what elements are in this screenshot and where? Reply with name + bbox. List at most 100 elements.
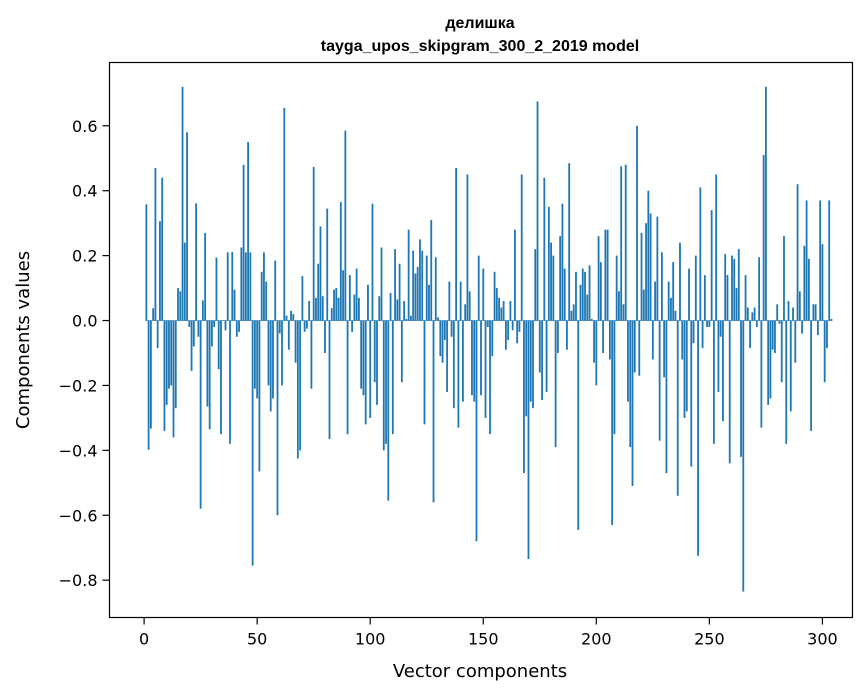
bar <box>828 200 831 321</box>
bar <box>423 320 426 425</box>
bar <box>493 271 496 321</box>
bar <box>303 320 306 332</box>
bar <box>613 320 616 435</box>
bar <box>737 249 740 321</box>
bar <box>450 320 453 337</box>
plot-frame <box>108 61 854 619</box>
bar <box>324 320 326 353</box>
bar <box>168 320 170 389</box>
bar <box>679 242 681 321</box>
bar <box>690 320 693 467</box>
bar <box>645 223 647 321</box>
bar <box>378 296 381 321</box>
bar <box>552 255 555 321</box>
bar <box>527 320 530 560</box>
bar <box>765 86 767 321</box>
bar <box>599 262 602 321</box>
bar <box>724 253 727 321</box>
bar <box>165 320 168 405</box>
bar <box>204 232 207 321</box>
bar <box>746 307 749 321</box>
bar <box>145 204 148 321</box>
bar <box>749 320 751 349</box>
bar <box>529 320 532 402</box>
bar <box>412 250 415 321</box>
bar <box>201 300 204 321</box>
y-ticks: −0.8 −0.6 −0.4 −0.2 0.0 0.2 0.4 0.6 <box>59 117 110 590</box>
bar <box>647 190 650 321</box>
bar <box>821 244 824 321</box>
bar <box>667 281 670 321</box>
bar <box>206 320 209 407</box>
y-tick-label: −0.2 <box>59 376 98 395</box>
bar <box>428 284 430 321</box>
bar <box>624 164 627 321</box>
bar <box>710 210 713 321</box>
bar <box>618 291 620 321</box>
bar <box>538 320 541 373</box>
bar <box>500 307 503 321</box>
bar <box>296 320 299 459</box>
bar <box>380 247 383 321</box>
bar <box>792 307 794 321</box>
bar <box>812 304 815 321</box>
bar <box>466 174 469 321</box>
bar <box>208 320 211 430</box>
y-tick-label: 0.0 <box>72 312 97 331</box>
bar <box>559 236 562 321</box>
bar <box>305 320 308 329</box>
bar <box>525 320 528 417</box>
bar <box>321 296 324 321</box>
bar <box>351 320 354 332</box>
bar <box>335 288 338 321</box>
bar <box>602 320 605 353</box>
bar <box>457 320 460 428</box>
bar <box>315 297 317 321</box>
bar <box>586 294 589 321</box>
bar <box>163 320 166 431</box>
bar <box>534 249 537 321</box>
bar <box>758 257 761 321</box>
bar <box>249 252 252 321</box>
bar <box>550 242 552 321</box>
bar <box>735 288 738 321</box>
bar <box>170 320 173 386</box>
bar <box>199 320 202 509</box>
bar <box>760 320 763 428</box>
bar <box>265 281 268 321</box>
bar <box>611 320 614 525</box>
bar <box>523 320 525 474</box>
bar <box>787 301 790 321</box>
bar <box>197 320 200 337</box>
bar <box>685 320 688 412</box>
bar <box>308 301 311 321</box>
bar <box>301 276 304 321</box>
bar <box>572 304 575 321</box>
bar <box>581 268 584 321</box>
bar <box>235 320 238 337</box>
bar <box>516 320 519 344</box>
y-tick-label: −0.8 <box>59 571 98 590</box>
bar <box>823 320 826 383</box>
bar <box>419 239 421 321</box>
x-axis-label: Vector components <box>393 661 567 682</box>
bar <box>579 284 582 321</box>
bar <box>434 257 437 321</box>
bar <box>229 320 231 444</box>
bar <box>703 275 706 321</box>
bar <box>416 266 419 321</box>
bar <box>762 155 765 321</box>
bar <box>220 320 222 435</box>
bar <box>473 320 476 402</box>
chart-subtitle: tayga_upos_skipgram_300_2_2019 model <box>321 38 639 55</box>
bar <box>620 166 623 321</box>
bar <box>382 320 385 451</box>
bar <box>358 297 360 321</box>
bar <box>319 226 322 321</box>
bar <box>263 252 265 321</box>
bar <box>394 249 396 321</box>
bar <box>719 320 722 337</box>
bar <box>547 206 550 321</box>
bar <box>471 320 473 396</box>
bar <box>627 320 629 402</box>
